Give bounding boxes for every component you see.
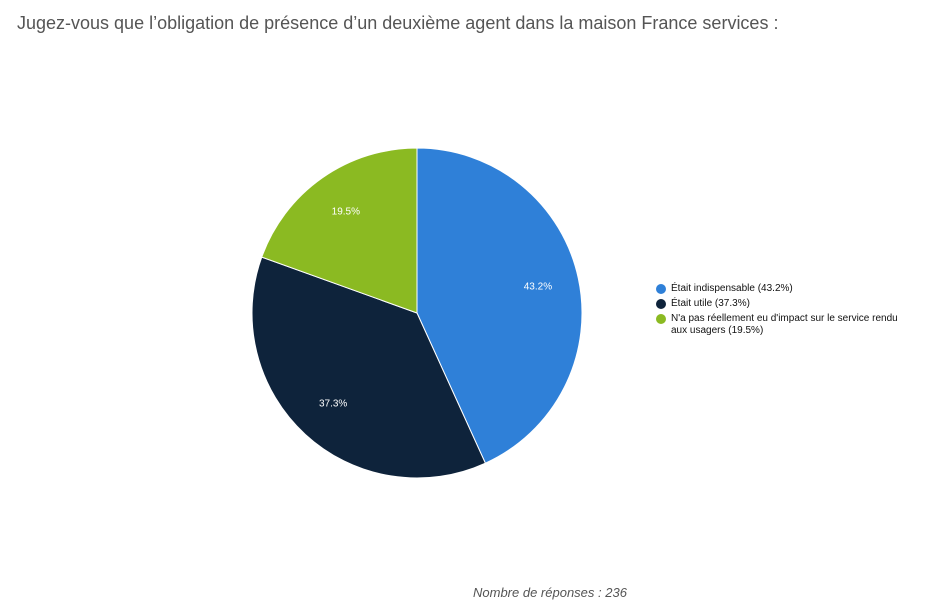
pie-slice-indispensable[interactable] (416, 147, 583, 464)
legend-dot-utile (656, 299, 666, 309)
pie-slices (251, 147, 583, 479)
legend-dot-indispensable (656, 284, 666, 294)
pie-slice-no-impact[interactable] (261, 147, 418, 314)
pie-label-utile: 37.3% (319, 399, 347, 410)
legend-dot-no-impact (656, 314, 666, 324)
pie-label-indispensable: 43.2% (524, 281, 552, 292)
pie-labels: 43.2% 37.3% 19.5% (319, 206, 552, 409)
legend-label-utile: Était utile (37.3%) (671, 298, 750, 309)
legend-label-indispensable: Était indispensable (43.2%) (671, 283, 793, 294)
legend-label-no-impact: N'a pas réellement eu d'impact sur le se… (671, 313, 898, 336)
chart-title: Jugez-vous que l’obligation de présence … (17, 13, 779, 33)
legend-item-no-impact[interactable]: N'a pas réellement eu d'impact sur le se… (656, 313, 916, 337)
chart-legend: Était indispensable (43.2%) Était utile … (656, 283, 916, 340)
legend-item-utile[interactable]: Était utile (37.3%) (656, 298, 916, 310)
pie-slice-utile[interactable] (251, 256, 487, 479)
pie-label-no-impact: 19.5% (332, 206, 360, 217)
response-count: Nombre de réponses : 236 (473, 585, 627, 600)
legend-item-indispensable[interactable]: Était indispensable (43.2%) (656, 283, 916, 295)
